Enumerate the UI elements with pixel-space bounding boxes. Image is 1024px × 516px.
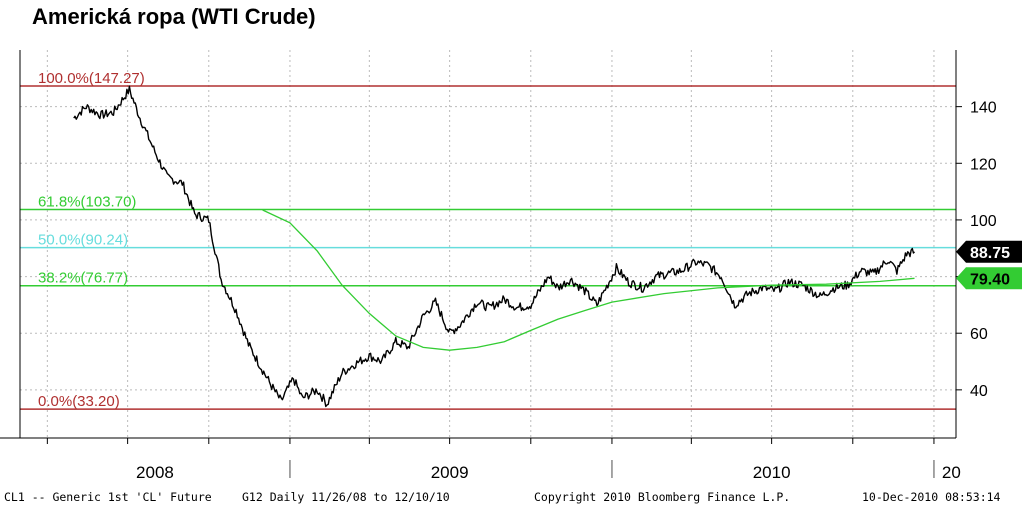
grid xyxy=(20,50,956,438)
y-tick-label: 40 xyxy=(970,383,988,400)
moving-average-tag xyxy=(956,267,1022,290)
y-tick-label: 60 xyxy=(970,326,988,343)
x-year-label: 2010 xyxy=(753,463,791,482)
moving-average-value-label: 79.40 xyxy=(970,271,1010,288)
fib-level-label: 61.8%(103.70) xyxy=(38,193,136,210)
price-series-line xyxy=(73,85,916,408)
x-year-label: 2009 xyxy=(431,463,469,482)
wti-chart: 100.0%(147.27) 61.8%(103.70) 50.0%(90.24) 3… xyxy=(0,50,1022,482)
last-price-tag xyxy=(956,240,1022,263)
fibonacci-levels: 100.0%(147.27) 61.8%(103.70) 50.0%(90.24) 3… xyxy=(20,70,956,410)
footer-timestamp: 10-Dec-2010 08:53:14 xyxy=(862,490,1001,504)
footer-copyright: Copyright 2010 Bloomberg Finance L.P. xyxy=(534,490,791,504)
fib-level-label: 38.2%(76.77) xyxy=(38,270,128,287)
fib-level-label: 0.0%(33.20) xyxy=(38,393,120,410)
y-tick-label: 140 xyxy=(970,100,997,117)
x-year-label: 20 xyxy=(942,463,961,482)
moving-average-line xyxy=(262,209,915,351)
y-tick-label: 100 xyxy=(970,213,997,230)
last-price-label: 88.75 xyxy=(970,245,1010,262)
footer-security: CL1 -- Generic 1st 'CL' Future xyxy=(4,490,212,504)
x-year-label: 2008 xyxy=(136,463,174,482)
fib-level-label: 100.0%(147.27) xyxy=(38,70,145,87)
fib-level-label: 50.0%(90.24) xyxy=(38,232,128,249)
y-tick-label: 120 xyxy=(970,156,997,173)
chart-footer: CL1 -- Generic 1st 'CL' Future G12 Daily… xyxy=(0,486,1024,512)
chart-title: Americká ropa (WTI Crude) xyxy=(32,4,316,29)
series xyxy=(73,85,916,408)
footer-range: G12 Daily 11/26/08 to 12/10/10 xyxy=(242,490,450,504)
